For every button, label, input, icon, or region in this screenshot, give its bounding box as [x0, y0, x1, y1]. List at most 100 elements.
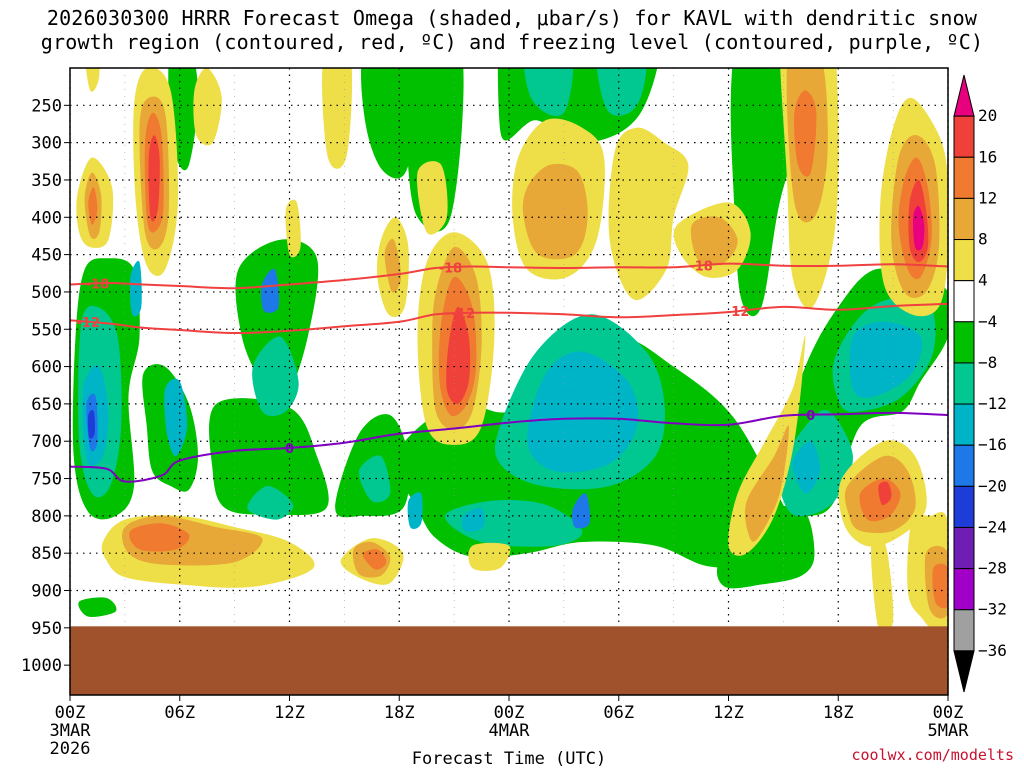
footer-link[interactable]: coolwx.com/modelts	[851, 746, 1014, 764]
colorbar-label: −36	[978, 641, 1007, 660]
omega-region-neg8-4	[596, 68, 647, 116]
omega-region-neg20-0	[87, 409, 96, 439]
colorbar-segment	[953, 280, 975, 323]
contour-0	[70, 411, 948, 483]
x-tick-label: 18Z	[823, 703, 854, 723]
omega-region-neg8-8	[358, 455, 391, 503]
y-tick-label: 400	[31, 208, 62, 228]
colorbar-label: −20	[978, 476, 1007, 495]
colorbar-label: −12	[978, 394, 1007, 413]
omega-region-8-6	[690, 216, 738, 266]
omega-region-neg8-3	[524, 68, 574, 117]
y-tick-label: 500	[31, 283, 62, 303]
omega-region-neg8-7	[252, 336, 299, 417]
colorbar: 20 16 12 8 4 −4 −8 −12 −16 −20 −24 −28 −32 −36	[953, 74, 1007, 693]
colorbar-segment	[953, 156, 975, 199]
omega-region-4-20	[285, 199, 301, 258]
y-tick-label: 300	[31, 134, 62, 154]
colorbar-segment	[953, 197, 975, 241]
colorbar-segment-top-arrow	[953, 74, 975, 117]
colorbar-label: −4	[978, 312, 997, 331]
y-tick-label: 1000	[21, 656, 62, 676]
colorbar-segment	[953, 362, 975, 405]
omega-region-4-14	[871, 535, 894, 635]
x-tick-label: 06Z	[603, 703, 634, 723]
omega-region-12-1	[362, 549, 387, 570]
colorbar-label: −8	[978, 353, 997, 372]
omega-region-neg12-7	[461, 508, 485, 532]
x-tick-label: 00Z	[55, 703, 86, 723]
omega-region-neg4-3	[209, 398, 329, 516]
x-tick-year: 2026	[50, 739, 91, 759]
x-tick-label: 12Z	[274, 703, 305, 723]
x-tick-label: 00Z	[494, 703, 525, 723]
y-tick-label: 350	[31, 171, 62, 191]
omega-region-8-11	[744, 425, 790, 542]
colorbar-segment	[953, 444, 975, 487]
colorbar-segment	[953, 239, 975, 282]
y-tick-label: 250	[31, 96, 62, 116]
colorbar-segment	[953, 403, 975, 446]
x-tick-date: 4MAR	[489, 721, 531, 741]
contour-label-neg12: -12	[452, 307, 476, 322]
colorbar-segment	[953, 568, 975, 611]
y-tick-label: 700	[31, 432, 62, 452]
omega-region-16-3	[878, 481, 892, 506]
omega-region-8-5	[522, 163, 588, 260]
colorbar-label: −16	[978, 435, 1007, 454]
x-tick-label: 00Z	[933, 703, 964, 723]
contour-neg18	[70, 262, 948, 290]
omega-region-16-0	[148, 135, 160, 222]
contour-layer: -18 -18 -18 -12 -12 -12 0 0	[70, 259, 948, 483]
x-axis-label: Forecast Time (UTC)	[412, 749, 606, 768]
colorbar-label: 8	[978, 230, 988, 249]
y-tick-label: 600	[31, 358, 62, 378]
omega-shading-layer	[72, 68, 948, 640]
x-tick-date: 3MAR	[50, 721, 92, 741]
colorbar-label: 20	[978, 106, 997, 125]
y-tick-label: 950	[31, 619, 62, 639]
y-axis: 250 300 350 400 450 500 550 600 650 700 750 800 850 9…	[21, 96, 70, 676]
chart-title-line-2: growth region (contoured, red, ºC) and f…	[40, 30, 984, 54]
colorbar-label: 12	[978, 188, 997, 207]
y-tick-label: 750	[31, 470, 62, 490]
omega-region-neg4-14	[78, 597, 117, 617]
colorbar-label: −32	[978, 600, 1007, 619]
contour-label-neg18: -18	[86, 277, 110, 292]
omega-region-neg12-3	[164, 378, 188, 457]
contour-neg12	[70, 302, 948, 335]
x-tick-label: 12Z	[713, 703, 744, 723]
colorbar-segment	[953, 115, 975, 158]
omega-region-12-7	[88, 187, 98, 225]
omega-region-neg8-9	[247, 485, 294, 520]
colorbar-label: −24	[978, 517, 1007, 536]
contour-label-0: 0	[806, 409, 815, 424]
omega-region-neg12-5	[129, 260, 142, 317]
ground-fill	[70, 626, 948, 695]
omega-region-neg12-2	[849, 321, 923, 398]
omega-region-4-16	[85, 68, 100, 92]
omega-region-neg16-1	[572, 493, 591, 529]
y-tick-label: 900	[31, 582, 62, 602]
y-tick-label: 850	[31, 544, 62, 564]
y-tick-label: 650	[31, 395, 62, 415]
omega-region-neg16-2	[261, 268, 280, 313]
colorbar-segment	[953, 526, 975, 570]
omega-region-neg12-1	[527, 351, 639, 473]
colorbar-label: 4	[978, 271, 988, 290]
omega-region-4-15	[468, 542, 511, 571]
x-tick-label: 06Z	[164, 703, 195, 723]
omega-region-12-6	[794, 90, 817, 177]
contour-label-0: 0	[285, 442, 294, 457]
contour-label-neg18: -18	[439, 261, 463, 276]
omega-region-12-8	[932, 563, 948, 609]
chart-title-line-1: 2026030300 HRRR Forecast Omega (shaded, …	[46, 6, 978, 30]
omega-region-4-17	[193, 68, 222, 146]
omega-region-4-18	[322, 68, 353, 169]
colorbar-segment	[953, 321, 975, 364]
colorbar-label: 16	[978, 147, 997, 166]
colorbar-segment-bottom-arrow	[953, 650, 975, 693]
colorbar-label: −28	[978, 559, 1007, 578]
